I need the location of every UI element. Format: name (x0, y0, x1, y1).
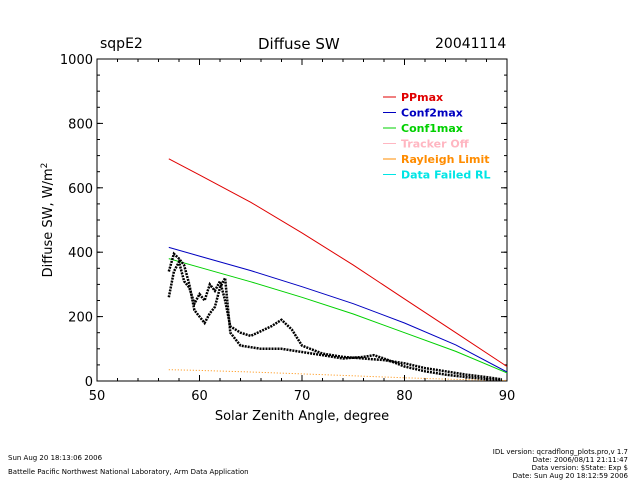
footer-prog-date: Date: 2006/08/11 21:11:47 (532, 456, 628, 464)
date-label: 20041114 (435, 36, 507, 52)
site-label: sqpE2 (100, 36, 143, 52)
legend-label-0: PPmax (401, 91, 443, 104)
y-axis-label-main: Diffuse SW, W/m (41, 168, 56, 277)
legend-label-4: Rayleigh Limit (401, 153, 490, 166)
y-axis-label-sup: 2 (40, 163, 50, 169)
x-tick-label-4: 90 (499, 389, 516, 404)
legend: PPmax Conf2max Conf1max Tracker Off Rayleigh… (383, 91, 491, 182)
chart-title: Diffuse SW (258, 35, 340, 53)
y-tick-label-5: 1000 (60, 53, 93, 68)
x-tick-label-2: 70 (294, 389, 311, 404)
legend-label-2: Conf1max (401, 122, 463, 135)
footer-org: Battelle Pacific Northwest National Labo… (8, 468, 249, 476)
legend-label-3: Tracker Off (401, 138, 469, 151)
x-tick-label-1: 60 (191, 389, 208, 404)
y-tick-label-3: 600 (68, 182, 93, 197)
y-tick-label-1: 200 (68, 311, 93, 326)
y-tick-label-0: 0 (85, 375, 93, 390)
legend-label-5: Data Failed RL (401, 169, 491, 182)
series-rayleigh-limit (168, 369, 508, 381)
footer-timestamp: Sun Aug 20 18:13:06 2006 (8, 454, 103, 462)
footer-data-date: Date: Sun Aug 20 18:12:59 2006 (512, 472, 628, 480)
y-tick-label-4: 800 (68, 117, 93, 132)
y-axis-label: Diffuse SW, W/m2 (40, 163, 56, 278)
series-measured-pm (167, 251, 502, 382)
y-tick-label-2: 400 (68, 246, 93, 261)
series-group (167, 158, 508, 382)
footer-idl-version: IDL version: qcradflong_plots.pro,v 1.7 (492, 448, 628, 456)
series-conf2max (168, 246, 508, 373)
x-axis-label: Solar Zenith Angle, degree (215, 409, 389, 424)
x-tick-label-0: 50 (89, 389, 106, 404)
axis-ticks: 50 60 70 80 90 0 200 400 600 800 1000 (60, 53, 515, 404)
series-ppmax (168, 158, 508, 367)
series-conf1max (168, 258, 508, 374)
x-tick-label-3: 80 (396, 389, 413, 404)
legend-label-1: Conf2max (401, 107, 463, 120)
footer-data-version: Data version: $State: Exp $ (531, 464, 628, 472)
series-measured-am (167, 258, 503, 381)
